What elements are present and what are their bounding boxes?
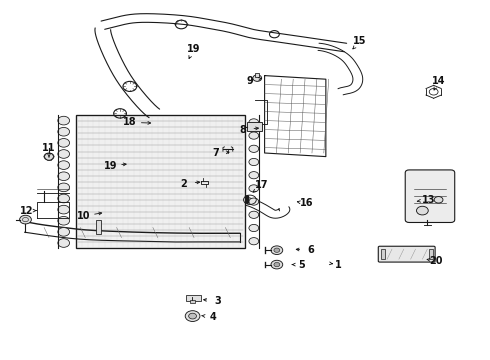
Circle shape xyxy=(249,119,259,126)
Circle shape xyxy=(416,206,428,215)
Circle shape xyxy=(58,172,70,181)
Text: 18: 18 xyxy=(123,117,137,127)
Text: 10: 10 xyxy=(76,211,90,221)
Circle shape xyxy=(274,248,280,252)
Circle shape xyxy=(189,313,196,319)
Circle shape xyxy=(58,239,70,247)
Text: 7: 7 xyxy=(212,148,219,158)
Text: 20: 20 xyxy=(429,256,443,266)
Text: 19: 19 xyxy=(103,161,117,171)
Circle shape xyxy=(253,75,262,81)
Circle shape xyxy=(44,153,54,160)
Bar xyxy=(76,115,245,248)
Bar xyxy=(247,122,262,131)
Text: 2: 2 xyxy=(180,179,187,189)
Circle shape xyxy=(58,194,70,203)
Text: 17: 17 xyxy=(255,180,269,190)
Text: 11: 11 xyxy=(42,143,56,153)
Circle shape xyxy=(249,238,259,245)
Text: 19: 19 xyxy=(187,44,200,54)
Circle shape xyxy=(249,132,259,139)
Circle shape xyxy=(274,262,280,267)
Circle shape xyxy=(271,246,283,255)
Circle shape xyxy=(185,311,200,321)
Circle shape xyxy=(249,211,259,219)
Circle shape xyxy=(249,172,259,179)
Circle shape xyxy=(434,197,443,203)
Text: 16: 16 xyxy=(299,198,313,208)
Circle shape xyxy=(58,150,70,158)
FancyBboxPatch shape xyxy=(405,170,455,222)
Circle shape xyxy=(58,127,70,136)
Circle shape xyxy=(58,216,70,225)
Circle shape xyxy=(249,224,259,231)
Circle shape xyxy=(249,198,259,205)
Bar xyxy=(255,73,259,77)
Text: 14: 14 xyxy=(432,76,445,86)
Text: 9: 9 xyxy=(246,76,253,86)
Circle shape xyxy=(271,260,283,269)
Circle shape xyxy=(58,161,70,170)
FancyBboxPatch shape xyxy=(378,246,435,262)
Text: 5: 5 xyxy=(298,260,305,270)
Circle shape xyxy=(249,145,259,152)
Text: 13: 13 xyxy=(422,195,436,205)
Text: 4: 4 xyxy=(210,312,217,322)
Text: 1: 1 xyxy=(335,260,342,270)
Circle shape xyxy=(58,139,70,147)
Text: 15: 15 xyxy=(353,36,367,46)
Bar xyxy=(96,220,101,234)
Bar xyxy=(186,295,201,301)
Text: 6: 6 xyxy=(308,245,315,255)
Bar xyxy=(381,249,385,259)
Circle shape xyxy=(249,185,259,192)
Circle shape xyxy=(20,215,31,224)
Circle shape xyxy=(249,158,259,166)
Text: 8: 8 xyxy=(239,125,246,135)
Circle shape xyxy=(58,183,70,192)
Bar xyxy=(429,249,433,259)
Text: 3: 3 xyxy=(215,296,221,306)
Text: 12: 12 xyxy=(20,206,34,216)
Circle shape xyxy=(58,116,70,125)
Bar xyxy=(190,300,195,303)
Circle shape xyxy=(58,228,70,236)
Circle shape xyxy=(58,205,70,214)
